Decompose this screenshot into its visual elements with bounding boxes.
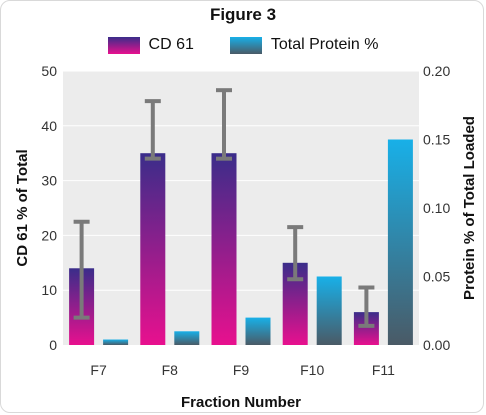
tick-labels: 0 10 20 30 40 50 0.00 0.05 0.10 0.15 0.20 F7 F8 F9 F10… (41, 63, 450, 378)
y2-tick-label: 0.10 (423, 200, 450, 216)
bar-total-protein (174, 331, 200, 345)
bar-total-protein (103, 339, 129, 345)
legend-item-total-protein: Total Protein % (229, 36, 379, 54)
legend-swatch-cd61 (107, 36, 140, 54)
plot-area (63, 71, 419, 345)
y-tick-label: 30 (41, 173, 57, 189)
y2-tick-label: 0.05 (423, 269, 450, 285)
y-axis-title: CD 61 % of Total (14, 149, 31, 266)
y-tick-label: 40 (41, 118, 57, 134)
y-tick-label: 20 (41, 227, 57, 243)
y2-tick-label: 0.15 (423, 132, 450, 148)
legend-label-cd61: CD 61 (148, 36, 194, 53)
x-tick-label: F9 (233, 362, 250, 378)
x-tick-label: F11 (372, 362, 395, 378)
grid-lines (63, 70, 419, 291)
bar-total-protein (245, 317, 271, 345)
x-tick-label: F8 (162, 362, 179, 378)
legend-swatch-total-protein (229, 36, 262, 54)
bar-cd61 (140, 153, 166, 345)
legend-label-total-protein: Total Protein % (270, 36, 379, 53)
y2-axis-title: Protein % of Total Loaded (461, 116, 478, 300)
chart-title: Figure 3 (209, 5, 277, 24)
bar-total-protein (387, 139, 413, 345)
error-bars (73, 88, 375, 328)
y-tick-label: 10 (41, 282, 57, 298)
y-tick-label: 50 (41, 63, 57, 79)
legend-item-cd61: CD 61 (107, 36, 194, 54)
x-tick-label: F10 (300, 362, 324, 378)
x-tick-label: F7 (90, 362, 107, 378)
y2-tick-label: 0.20 (423, 63, 450, 79)
bar-cd61 (211, 153, 237, 345)
x-axis-title: Fraction Number (181, 394, 301, 411)
y2-tick-label: 0.00 (423, 337, 450, 353)
y-tick-label: 0 (49, 337, 57, 353)
bar-total-protein (316, 276, 342, 345)
chart-legend: CD 61 Total Protein % (0, 36, 486, 54)
